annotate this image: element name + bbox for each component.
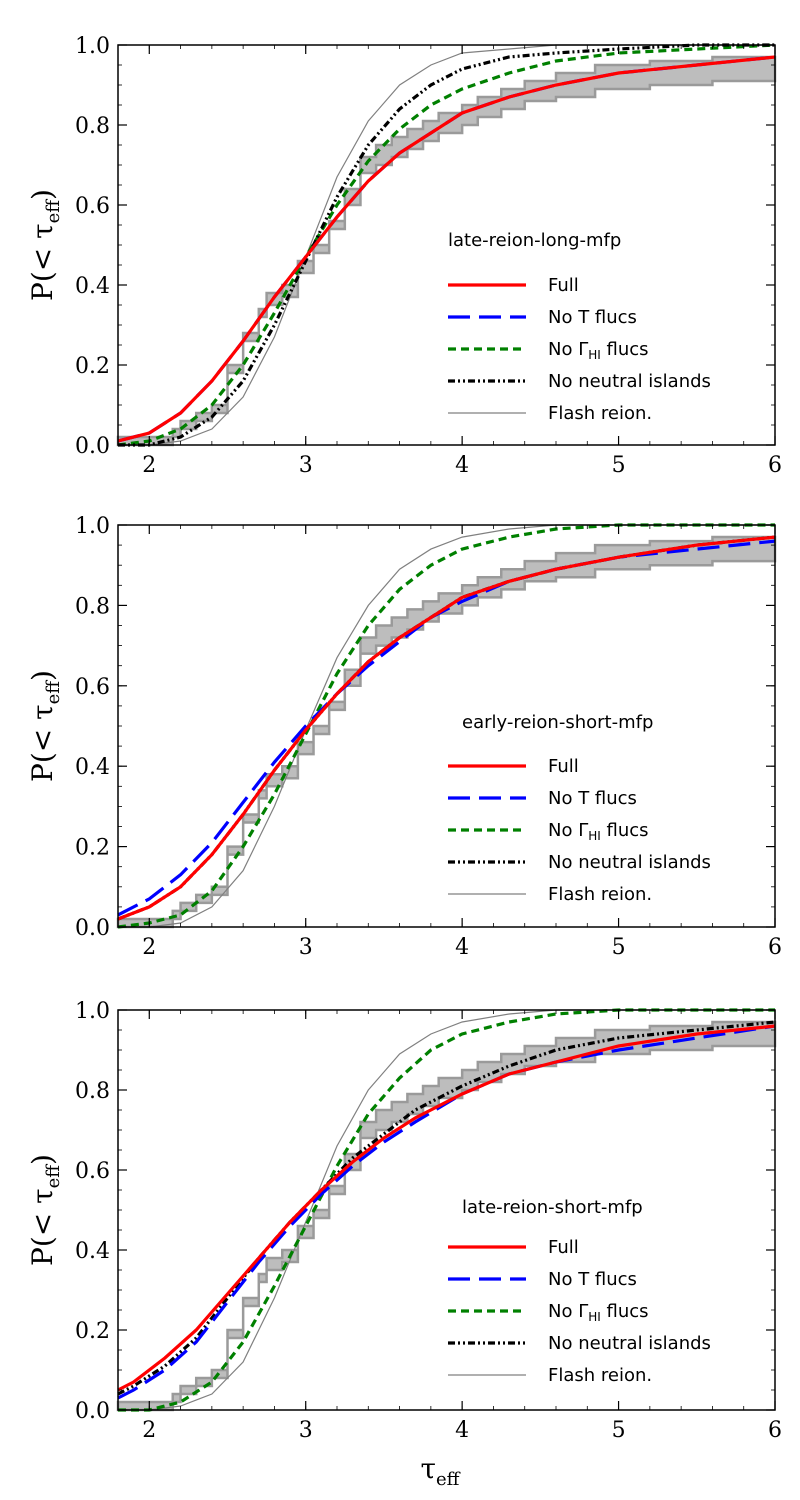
y-tick-label: 0.4	[75, 755, 110, 780]
x-tick-label: 5	[612, 453, 626, 478]
y-tick-label: 0.8	[75, 594, 110, 619]
y-tick-label: 0.6	[75, 1159, 110, 1184]
series-line-1	[117, 1024, 776, 1400]
y-tick-label: 1.0	[75, 514, 110, 539]
x-tick-label: 6	[768, 453, 782, 478]
legend: Full No T flucs No ΓHI flucs No neutral isl…	[448, 1237, 711, 1386]
y-tick-label: 1.0	[75, 34, 110, 59]
y-tick-label: 0.6	[75, 675, 110, 700]
panel-title: early-reion-short-mfp	[462, 712, 653, 733]
axis-ticks: 2 3 4 5 6 0.0 0.2 0.4 0.6 0.8 1.0	[75, 34, 782, 478]
y-axis-label: P(< τeff)	[26, 189, 64, 301]
x-tick-label: 2	[142, 1418, 156, 1443]
x-tick-label: 3	[299, 935, 313, 960]
legend-label-3: No neutral islands	[548, 371, 711, 392]
series-line-2	[118, 1008, 775, 1412]
x-tick-label: 4	[455, 1418, 469, 1443]
model-curves	[117, 43, 776, 447]
legend-label-2: No ΓHI flucs	[548, 1301, 649, 1324]
x-tick-label: 4	[455, 453, 469, 478]
axis-ticks: 2 3 4 5 6 0.0 0.2 0.4 0.6 0.8 1.0	[75, 514, 782, 960]
legend-label-3: No neutral islands	[548, 1333, 711, 1354]
series-line-0	[117, 535, 776, 921]
legend-label-4: Flash reion.	[548, 403, 652, 424]
series-line-2	[117, 43, 776, 447]
x-tick-label: 6	[768, 935, 782, 960]
panel-late-reion-long-mfp: 2 3 4 5 6 0.0 0.2 0.4 0.6 0.8 1.0 late-reion-long-…	[26, 34, 782, 478]
legend-label-0: Full	[548, 756, 579, 777]
y-axis-label: P(< τeff)	[26, 1154, 64, 1266]
series-line-0	[117, 55, 776, 443]
panel-title: late-reion-short-mfp	[462, 1197, 643, 1218]
legend-label-2: No ΓHI flucs	[548, 339, 649, 362]
x-tick-label: 3	[299, 1418, 313, 1443]
legend-label-0: Full	[548, 275, 579, 296]
x-tick-label: 5	[612, 1418, 626, 1443]
y-tick-label: 0.2	[75, 1319, 110, 1344]
panel-title: late-reion-long-mfp	[448, 230, 621, 251]
y-tick-label: 0.8	[75, 114, 110, 139]
x-tick-label: 2	[142, 935, 156, 960]
y-tick-label: 0.2	[75, 836, 110, 861]
panel-early-reion-short-mfp: 2 3 4 5 6 0.0 0.2 0.4 0.6 0.8 1.0 early-reion-shor…	[26, 514, 782, 960]
legend-label-4: Flash reion.	[548, 884, 652, 905]
x-tick-label: 2	[142, 453, 156, 478]
legend-label-1: No T flucs	[548, 788, 637, 809]
series-line-0	[117, 1024, 776, 1392]
y-axis-label: P(< τeff)	[26, 670, 64, 782]
x-tick-label: 4	[455, 935, 469, 960]
series-line-3	[117, 1020, 776, 1396]
y-tick-label: 0.0	[75, 434, 110, 459]
legend: Full No T flucs No ΓHI flucs No neutral isl…	[448, 756, 711, 905]
series-line-2	[117, 523, 775, 929]
y-tick-label: 0.4	[75, 1239, 110, 1264]
x-tick-label: 3	[299, 453, 313, 478]
legend-label-2: No ΓHI flucs	[548, 820, 649, 843]
legend-label-1: No T flucs	[548, 1269, 637, 1290]
y-tick-label: 0.0	[75, 916, 110, 941]
legend: Full No T flucs No ΓHI flucs No neutral isl…	[448, 275, 711, 424]
y-tick-label: 0.8	[75, 1079, 110, 1104]
axis-ticks: 2 3 4 5 6 0.0 0.2 0.4 0.6 0.8 1.0	[75, 999, 782, 1443]
y-tick-label: 0.4	[75, 274, 110, 299]
x-tick-label: 6	[768, 1418, 782, 1443]
series-line-3	[118, 43, 775, 447]
y-tick-label: 0.2	[75, 354, 110, 379]
legend-label-4: Flash reion.	[548, 1365, 652, 1386]
legend-label-0: Full	[548, 1237, 579, 1258]
panel-late-reion-short-mfp: 2 3 4 5 6 0.0 0.2 0.4 0.6 0.8 1.0 late-reion-short…	[26, 999, 782, 1443]
x-axis-label: τeff	[421, 1452, 461, 1490]
y-tick-label: 1.0	[75, 999, 110, 1024]
legend-label-1: No T flucs	[548, 307, 637, 328]
legend-label-3: No neutral islands	[548, 852, 711, 873]
y-tick-label: 0.6	[75, 194, 110, 219]
y-tick-label: 0.0	[75, 1399, 110, 1424]
x-tick-label: 5	[612, 935, 626, 960]
